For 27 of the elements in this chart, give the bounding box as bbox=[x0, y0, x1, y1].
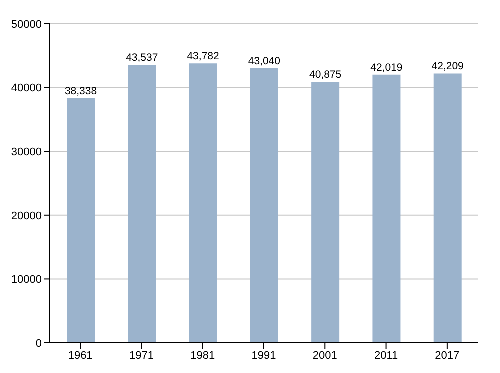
bar bbox=[434, 74, 462, 343]
y-tick-label: 20000 bbox=[11, 210, 42, 222]
data-label: 42,019 bbox=[370, 62, 403, 74]
data-label: 42,209 bbox=[432, 60, 464, 73]
bar bbox=[128, 65, 156, 343]
y-tick-label: 40000 bbox=[11, 82, 42, 95]
bar bbox=[67, 98, 95, 343]
y-tick-label: 0 bbox=[36, 338, 42, 350]
x-tick-label: 2011 bbox=[374, 350, 398, 362]
y-tick-label: 50000 bbox=[11, 18, 42, 31]
x-tick-label: 2001 bbox=[312, 350, 338, 362]
bar bbox=[250, 68, 278, 343]
x-tick-label: 1961 bbox=[68, 350, 93, 362]
x-tick-label: 1991 bbox=[252, 350, 276, 362]
y-tick-label: 10000 bbox=[11, 274, 42, 286]
data-label: 43,040 bbox=[248, 55, 281, 68]
data-label: 40,875 bbox=[310, 69, 342, 82]
x-tick-label: 1981 bbox=[190, 350, 216, 362]
bar bbox=[312, 82, 340, 343]
bar bbox=[189, 64, 218, 343]
x-tick-label: 1971 bbox=[129, 350, 154, 362]
data-label: 43,537 bbox=[126, 52, 158, 64]
data-label: 38,338 bbox=[64, 85, 98, 98]
data-label: 43,782 bbox=[187, 50, 220, 63]
y-tick-label: 30000 bbox=[11, 146, 42, 159]
x-tick-label: 2017 bbox=[435, 350, 460, 362]
bar bbox=[372, 74, 401, 343]
